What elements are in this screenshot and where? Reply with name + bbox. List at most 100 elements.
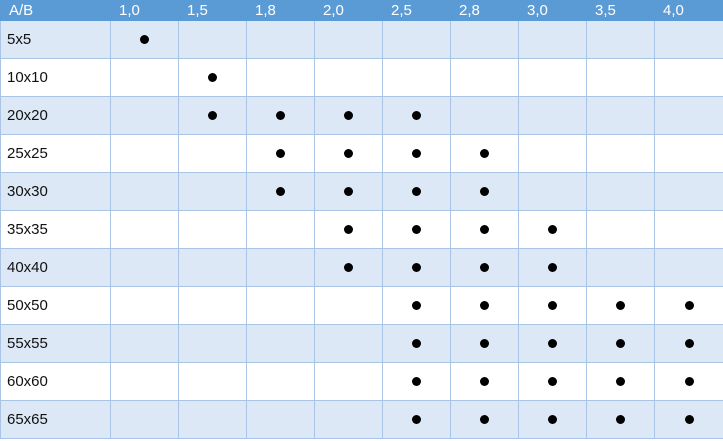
filled-circle-icon: [480, 301, 489, 310]
table-cell: [518, 210, 587, 249]
table-row: 65x65: [0, 400, 723, 439]
column-header: 1,8: [246, 0, 315, 21]
filled-circle-icon: [480, 339, 489, 348]
table-cell: [178, 58, 247, 97]
table-cell: [178, 172, 247, 211]
filled-circle-icon: [276, 187, 285, 196]
table-cell: [110, 172, 179, 211]
table-cell: [450, 362, 519, 401]
column-header: 1,0: [110, 0, 179, 21]
table-cell: [586, 134, 655, 173]
table-cell: [518, 362, 587, 401]
table-cell: [654, 248, 723, 287]
table-cell: [518, 286, 587, 325]
filled-circle-icon: [684, 301, 694, 310]
table-cell: [586, 248, 655, 287]
table-cell: [654, 20, 723, 59]
row-label: 55x55: [0, 324, 111, 363]
filled-circle-icon: [548, 377, 557, 386]
table-cell: [178, 286, 247, 325]
table-cell: [586, 20, 655, 59]
table-cell: [654, 400, 723, 439]
table-row: 30x30: [0, 172, 723, 211]
table-cell: [110, 286, 179, 325]
corner-header: A/B: [0, 0, 111, 21]
filled-circle-icon: [684, 339, 694, 348]
table-cell: [382, 172, 451, 211]
row-label: 35x35: [0, 210, 111, 249]
row-label: 60x60: [0, 362, 111, 401]
table-cell: [246, 58, 315, 97]
table-cell: [110, 324, 179, 363]
filled-circle-icon: [276, 149, 285, 158]
table-cell: [246, 248, 315, 287]
table-cell: [178, 96, 247, 135]
table-cell: [654, 324, 723, 363]
table-cell: [586, 286, 655, 325]
filled-circle-icon: [480, 225, 489, 234]
filled-circle-icon: [616, 339, 625, 348]
filled-circle-icon: [616, 415, 625, 424]
table-cell: [586, 58, 655, 97]
filled-circle-icon: [616, 377, 625, 386]
table-cell: [314, 172, 383, 211]
table-cell: [586, 400, 655, 439]
row-label: 25x25: [0, 134, 111, 173]
table-cell: [518, 324, 587, 363]
filled-circle-icon: [480, 263, 489, 272]
table-cell: [314, 286, 383, 325]
table-cell: [178, 248, 247, 287]
table-cell: [110, 362, 179, 401]
table-cell: [110, 134, 179, 173]
row-label: 50x50: [0, 286, 111, 325]
table-cell: [586, 362, 655, 401]
table-cell: [586, 172, 655, 211]
table-cell: [450, 134, 519, 173]
table-cell: [450, 286, 519, 325]
filled-circle-icon: [412, 225, 421, 234]
table-cell: [654, 172, 723, 211]
table-cell: [382, 20, 451, 59]
table-cell: [314, 20, 383, 59]
table-cell: [382, 248, 451, 287]
filled-circle-icon: [344, 111, 353, 120]
row-label: 20x20: [0, 96, 111, 135]
table-cell: [654, 58, 723, 97]
table-cell: [518, 58, 587, 97]
table-cell: [450, 324, 519, 363]
table-cell: [314, 210, 383, 249]
table-cell: [246, 362, 315, 401]
table-cell: [450, 400, 519, 439]
filled-circle-icon: [480, 187, 489, 196]
table-cell: [654, 134, 723, 173]
filled-circle-icon: [480, 377, 489, 386]
row-label: 40x40: [0, 248, 111, 287]
table-row: 20x20: [0, 96, 723, 135]
filled-circle-icon: [548, 415, 557, 424]
table-cell: [450, 58, 519, 97]
table-cell: [246, 210, 315, 249]
filled-circle-icon: [344, 263, 353, 272]
table-cell: [314, 362, 383, 401]
table-row: 35x35: [0, 210, 723, 249]
table-row: 25x25: [0, 134, 723, 173]
table-cell: [178, 20, 247, 59]
filled-circle-icon: [684, 415, 694, 424]
filled-circle-icon: [548, 225, 557, 234]
table-cell: [382, 324, 451, 363]
table-cell: [518, 20, 587, 59]
filled-circle-icon: [412, 301, 421, 310]
table-row: 10x10: [0, 58, 723, 97]
table-cell: [382, 286, 451, 325]
table-row: 5x5: [0, 20, 723, 59]
table-cell: [586, 210, 655, 249]
filled-circle-icon: [276, 111, 285, 120]
table-cell: [178, 134, 247, 173]
column-header: 2,5: [382, 0, 451, 21]
table-cell: [518, 96, 587, 135]
filled-circle-icon: [412, 415, 421, 424]
table-cell: [246, 20, 315, 59]
table-cell: [178, 362, 247, 401]
table-cell: [110, 20, 179, 59]
